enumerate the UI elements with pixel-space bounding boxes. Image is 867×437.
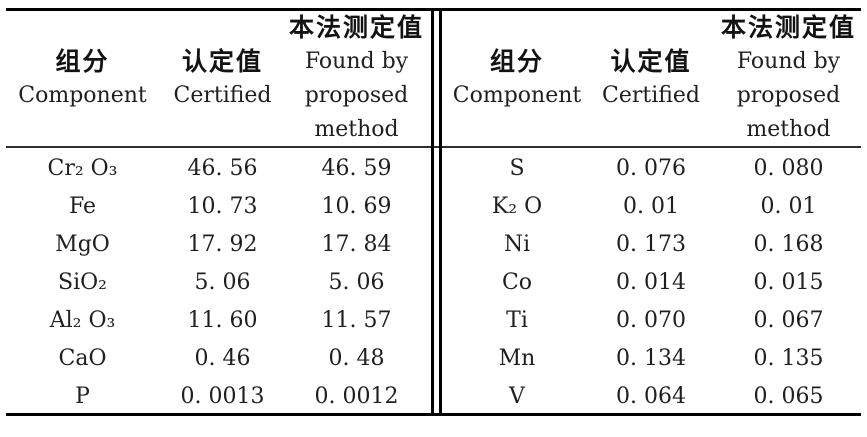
table-row: Co 0. 014 0. 015: [442, 263, 867, 301]
found-header-en-line1: Found by: [736, 49, 841, 74]
certified-cell: 0. 076: [616, 155, 686, 181]
component-cell: Co: [501, 269, 533, 295]
table-row: Mn 0. 134 0. 135: [442, 339, 867, 377]
table-row: K₂ O 0. 01 0. 01: [442, 187, 867, 225]
table-row: V 0. 064 0. 065: [442, 377, 867, 415]
found-header-en-line1: Found by: [304, 49, 409, 74]
header-cell-found: 本法测定值 Found by proposed method: [710, 11, 867, 147]
left-table-body: Cr₂ O₃ 46. 56 46. 59 Fe 10. 73 10. 69 Mg…: [0, 146, 433, 415]
component-cell: CaO: [58, 345, 107, 371]
right-table-body: S 0. 076 0. 080 K₂ O 0. 01 0. 01 Ni 0. 1…: [442, 146, 867, 415]
certified-cell: 0. 0013: [180, 383, 265, 409]
header-cell-component: 组分 Component: [442, 11, 592, 147]
found-cell: 0. 168: [753, 231, 824, 257]
found-cell: 10. 69: [321, 193, 392, 219]
component-cell: Ti: [506, 307, 528, 333]
certified-cell: 46. 56: [187, 155, 258, 181]
certified-header-zh: 认定值: [610, 48, 692, 76]
component-cell: Fe: [68, 193, 97, 219]
component-header-en: Component: [452, 83, 582, 108]
component-cell: Ni: [503, 231, 531, 257]
header-cell-found: 本法测定值 Found by proposed method: [280, 11, 433, 147]
found-cell: 0. 080: [753, 155, 824, 181]
component-header-en: Component: [18, 83, 147, 108]
table-row: Al₂ O₃ 11. 60 11. 57: [0, 301, 433, 339]
component-cell: P: [75, 383, 90, 409]
component-cell: Mn: [498, 345, 536, 371]
found-header-en-line3: method: [314, 117, 399, 142]
found-header-en-line2: proposed: [304, 83, 409, 108]
found-cell: 0. 48: [328, 345, 385, 371]
certified-cell: 10. 73: [187, 193, 258, 219]
found-cell: 0. 0012: [314, 383, 399, 409]
found-cell: 11. 57: [321, 307, 392, 333]
found-cell: 46. 59: [321, 155, 392, 181]
found-cell: 0. 135: [753, 345, 824, 371]
table-row: S 0. 076 0. 080: [442, 149, 867, 187]
certified-cell: 0. 173: [616, 231, 686, 257]
header-cell-certified: 认定值 Certified: [165, 11, 280, 147]
found-header-en-line3: method: [746, 117, 831, 142]
table-row: MgO 17. 92 17. 84: [0, 225, 433, 263]
found-cell: 0. 01: [760, 193, 817, 219]
found-cell: 17. 84: [321, 231, 392, 257]
right-table-header: 组分 Component 认定值 Certified 本法测定值 Found b…: [442, 11, 867, 146]
component-header-zh: 组分: [489, 48, 544, 76]
certified-cell: 0. 46: [194, 345, 251, 371]
certified-cell: 0. 01: [623, 193, 679, 219]
found-cell: 0. 067: [753, 307, 824, 333]
certified-header-en: Certified: [601, 83, 701, 108]
header-cell-component: 组分 Component: [0, 11, 165, 147]
certified-cell: 0. 070: [616, 307, 686, 333]
center-double-divider: [431, 8, 442, 416]
component-cell: SiO₂: [58, 269, 107, 295]
component-cell: K₂ O: [491, 193, 543, 219]
table-row: P 0. 0013 0. 0012: [0, 377, 433, 415]
certified-cell: 0. 014: [616, 269, 686, 295]
certified-header-en: Certified: [173, 83, 272, 108]
table-row: Cr₂ O₃ 46. 56 46. 59: [0, 149, 433, 187]
certified-header-zh: 认定值: [181, 48, 263, 76]
left-table: 组分 Component 认定值 Certified 本法测定值 Found b…: [0, 11, 433, 415]
found-cell: 0. 065: [753, 383, 824, 409]
left-table-header: 组分 Component 认定值 Certified 本法测定值 Found b…: [0, 11, 433, 146]
table-row: Ti 0. 070 0. 067: [442, 301, 867, 339]
component-cell: S: [509, 155, 525, 181]
found-header-en-line2: proposed: [736, 83, 841, 108]
table-row: CaO 0. 46 0. 48: [0, 339, 433, 377]
found-header-zh: 本法测定值: [720, 14, 856, 42]
certified-cell: 0. 064: [616, 383, 686, 409]
certified-cell: 17. 92: [187, 231, 258, 257]
found-header-zh: 本法测定值: [288, 14, 424, 42]
found-cell: 0. 015: [753, 269, 824, 295]
certified-cell: 0. 134: [616, 345, 686, 371]
header-cell-certified: 认定值 Certified: [592, 11, 710, 147]
component-header-zh: 组分: [55, 48, 110, 76]
component-cell: MgO: [55, 231, 110, 257]
table-row: SiO₂ 5. 06 5. 06: [0, 263, 433, 301]
component-cell: Cr₂ O₃: [47, 155, 118, 181]
component-cell: V: [509, 383, 525, 409]
certified-cell: 11. 60: [187, 307, 258, 333]
component-cell: Al₂ O₃: [49, 307, 116, 333]
table-row: Fe 10. 73 10. 69: [0, 187, 433, 225]
right-table: 组分 Component 认定值 Certified 本法测定值 Found b…: [442, 11, 867, 415]
table-row: Ni 0. 173 0. 168: [442, 225, 867, 263]
certified-cell: 5. 06: [194, 269, 251, 295]
found-cell: 5. 06: [328, 269, 385, 295]
